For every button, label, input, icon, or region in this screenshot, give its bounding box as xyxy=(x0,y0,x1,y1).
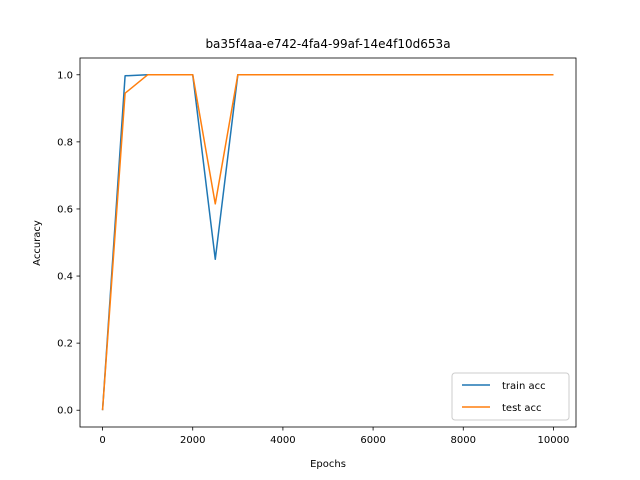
y-tick-label: 0.0 xyxy=(57,406,73,417)
plot-frame xyxy=(79,57,577,428)
x-axis-label: Epochs xyxy=(310,459,346,470)
legend-label-test-acc: test acc xyxy=(502,403,542,414)
series-line-test-acc xyxy=(101,74,554,411)
y-axis-ticks: 0.0 0.2 0.4 0.6 0.8 1.0 xyxy=(57,70,80,417)
y-tick-label: 0.8 xyxy=(57,137,73,148)
x-tick-label: 0 xyxy=(99,435,105,446)
y-tick-label: 1.0 xyxy=(57,70,73,81)
series-layer xyxy=(101,74,554,411)
y-tick-label: 0.2 xyxy=(57,339,73,350)
x-axis-ticks: 0 2000 4000 6000 8000 10000 xyxy=(99,427,569,446)
plot-area xyxy=(80,58,576,427)
plot-background xyxy=(80,58,576,427)
x-tick-label: 2000 xyxy=(180,435,205,446)
chart-title: ba35f4aa-e742-4fa4-99af-14e4f10d653a xyxy=(205,37,450,51)
legend-label-train-acc: train acc xyxy=(502,381,546,392)
axes-layer xyxy=(79,57,577,428)
x-tick-label: 10000 xyxy=(538,435,570,446)
legend: train acc test acc xyxy=(451,372,570,421)
y-tick-label: 0.6 xyxy=(57,204,73,215)
y-tick-label: 0.4 xyxy=(57,272,73,283)
y-axis-label: Accuracy xyxy=(32,220,43,266)
x-tick-label: 8000 xyxy=(451,435,476,446)
x-tick-label: 6000 xyxy=(360,435,385,446)
x-tick-label: 4000 xyxy=(270,435,295,446)
